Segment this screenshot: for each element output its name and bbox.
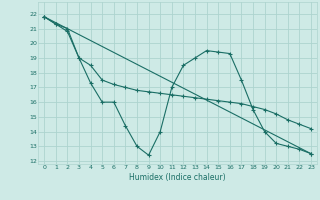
- X-axis label: Humidex (Indice chaleur): Humidex (Indice chaleur): [129, 173, 226, 182]
